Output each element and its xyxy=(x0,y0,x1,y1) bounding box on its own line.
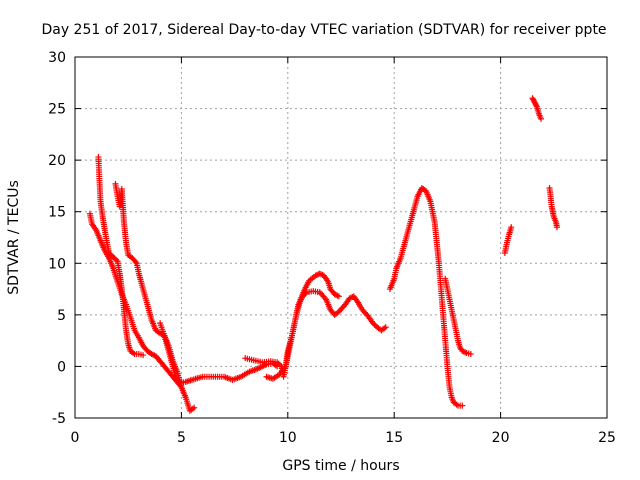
tick-labels: 0 5 10 15 20 25 -5 0 5 10 15 20 25 30 xyxy=(48,50,616,446)
data-point xyxy=(462,349,469,356)
plot-area xyxy=(86,95,560,414)
y-tick-label: 10 xyxy=(48,256,66,272)
x-tick-label: 20 xyxy=(492,430,510,446)
data-point xyxy=(335,293,342,300)
grid xyxy=(75,57,607,418)
data-point xyxy=(533,102,540,109)
x-tick-label: 5 xyxy=(177,430,186,446)
series-track-h xyxy=(442,275,474,358)
data-point xyxy=(508,224,515,231)
series-track-g xyxy=(386,184,466,409)
y-tick-label: 0 xyxy=(57,359,66,375)
x-tick-label: 0 xyxy=(71,430,80,446)
series-track-j xyxy=(529,95,545,122)
y-tick-label: 5 xyxy=(57,308,66,324)
series-track-b xyxy=(95,154,147,359)
data-point xyxy=(459,402,466,409)
y-axis-label: SDTVAR / TECUs xyxy=(6,180,22,295)
data-point xyxy=(553,224,560,231)
x-axis-label: GPS time / hours xyxy=(282,458,399,474)
data-point xyxy=(111,255,118,262)
series-track-d xyxy=(157,320,281,386)
y-tick-label: 20 xyxy=(48,153,66,169)
series-track-i xyxy=(501,224,515,256)
y-tick-label: -5 xyxy=(52,411,66,427)
x-tick-label: 25 xyxy=(598,430,616,446)
series-track-k xyxy=(546,184,560,231)
data-point xyxy=(110,254,117,261)
series-track-f xyxy=(263,270,342,382)
axis-ticks xyxy=(74,56,608,419)
data-point xyxy=(538,115,545,122)
data-point xyxy=(132,258,139,265)
data-point xyxy=(382,324,389,331)
data-point xyxy=(140,352,147,359)
data-point xyxy=(467,351,474,358)
data-point xyxy=(191,404,198,411)
data-point xyxy=(318,271,325,278)
y-tick-label: 30 xyxy=(48,50,66,66)
series-track-a xyxy=(86,210,185,391)
y-tick-label: 25 xyxy=(48,102,66,118)
plot-frame xyxy=(74,56,608,419)
chart-title: Day 251 of 2017, Sidereal Day-to-day VTE… xyxy=(41,22,606,38)
x-tick-label: 10 xyxy=(279,430,297,446)
x-tick-label: 15 xyxy=(385,430,403,446)
y-tick-label: 15 xyxy=(48,205,66,221)
